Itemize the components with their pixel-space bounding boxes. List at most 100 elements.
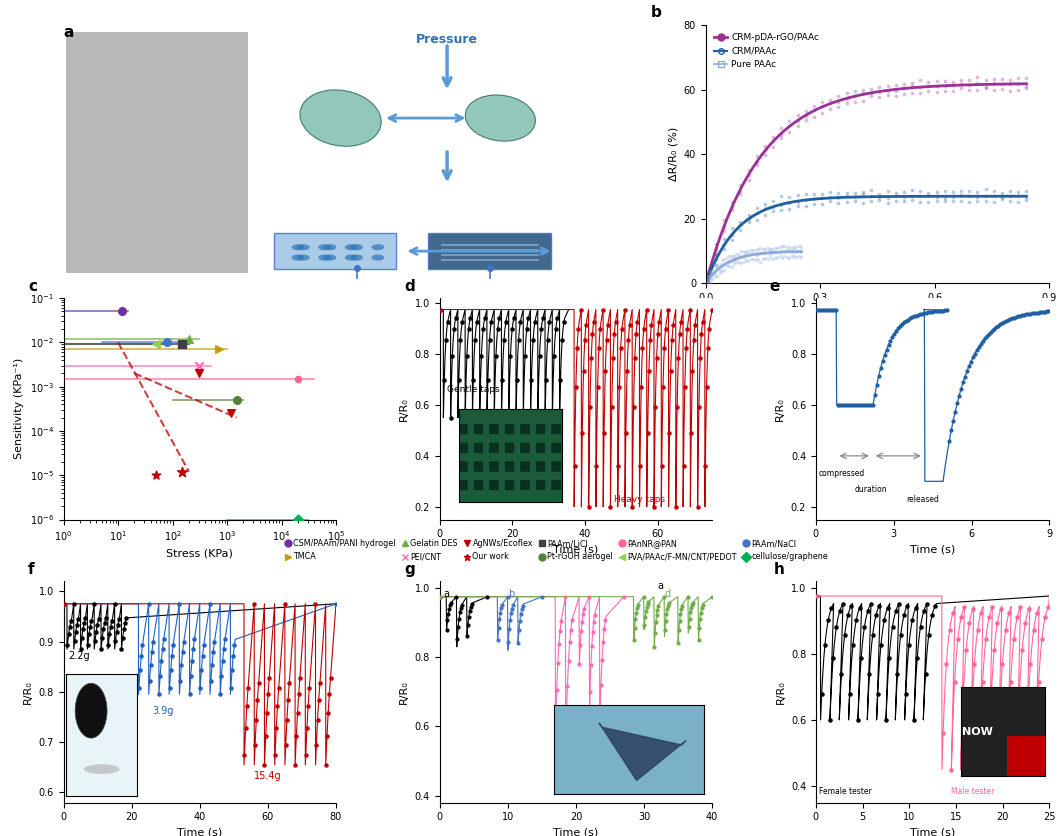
Point [791,244,808,257]
Circle shape [318,254,331,261]
Point [990,319,1007,332]
Point [965,351,982,364]
Point [1027,762,1044,776]
Point [684,364,701,378]
Point [448,590,465,604]
Point [854,398,871,411]
Point [1027,306,1044,319]
Point [709,261,726,274]
Point [143,645,160,659]
Point [997,623,1014,636]
Point [501,614,518,627]
Point [259,706,276,720]
Point [806,196,823,210]
Point [268,721,285,735]
Point [547,323,564,336]
Point [101,628,118,641]
Point [635,590,652,604]
Point [684,598,701,611]
Point [549,311,566,324]
Point [172,675,189,688]
Circle shape [292,244,304,250]
Point [997,314,1014,328]
Point [1030,675,1047,689]
Point [776,244,793,257]
Point [661,426,678,440]
Point [654,380,671,394]
Legend: CRM-pDA-rGO/PAAc, CRM/PAAc, Pure PAAc: CRM-pDA-rGO/PAAc, CRM/PAAc, Pure PAAc [710,29,823,73]
Point [527,316,544,329]
Point [814,99,831,113]
Point [953,194,970,207]
Point [863,398,880,411]
Point [749,247,766,261]
Point [962,355,979,369]
Point [665,318,682,331]
Point [701,322,718,335]
Point [55,597,72,610]
Point [907,308,924,322]
Point [757,208,774,222]
Point [90,613,107,626]
Point [475,323,492,336]
Point [497,316,514,329]
Point [960,195,977,208]
Point [312,676,329,690]
Point [977,632,994,645]
Point [953,382,970,395]
Point [1019,726,1036,740]
Point [257,758,273,772]
Point [719,259,736,273]
Point [249,693,266,706]
Point [89,618,106,631]
Point [596,622,613,635]
Point [204,659,220,672]
Point [214,654,231,667]
Point [431,590,448,604]
Point [772,240,789,253]
Point [706,269,723,283]
Point [628,606,644,619]
Point [659,599,676,612]
Point [916,307,933,320]
Point [901,638,918,651]
X-axis label: Stress (MPa): Stress (MPa) [843,308,913,319]
Point [938,658,955,671]
Point [806,187,823,201]
Point [871,90,888,104]
Point [724,228,741,242]
Point [953,189,970,202]
Point [114,631,131,645]
Circle shape [323,244,336,250]
Point [1001,606,1018,619]
Point [1040,600,1057,614]
Point [773,198,790,212]
Point [929,74,946,88]
Point [270,681,287,695]
Point [874,354,891,368]
Point [700,276,717,289]
Point [953,610,970,624]
Point [896,194,913,207]
Point [768,246,785,259]
Point [871,599,888,612]
Point [823,601,840,614]
Point [866,389,883,402]
Point [949,396,966,410]
Point [1002,190,1019,203]
Point [672,607,689,620]
Point [723,260,740,273]
Point [967,347,984,360]
Point [929,84,946,98]
Text: duration: duration [854,485,887,493]
Point [1015,308,1032,322]
Point [789,195,806,208]
Point [977,194,994,207]
Point [854,94,871,107]
Point [619,364,636,378]
Point [573,426,590,440]
Point [757,148,774,161]
Point [289,372,306,385]
Point [66,597,83,610]
Point [814,107,831,120]
